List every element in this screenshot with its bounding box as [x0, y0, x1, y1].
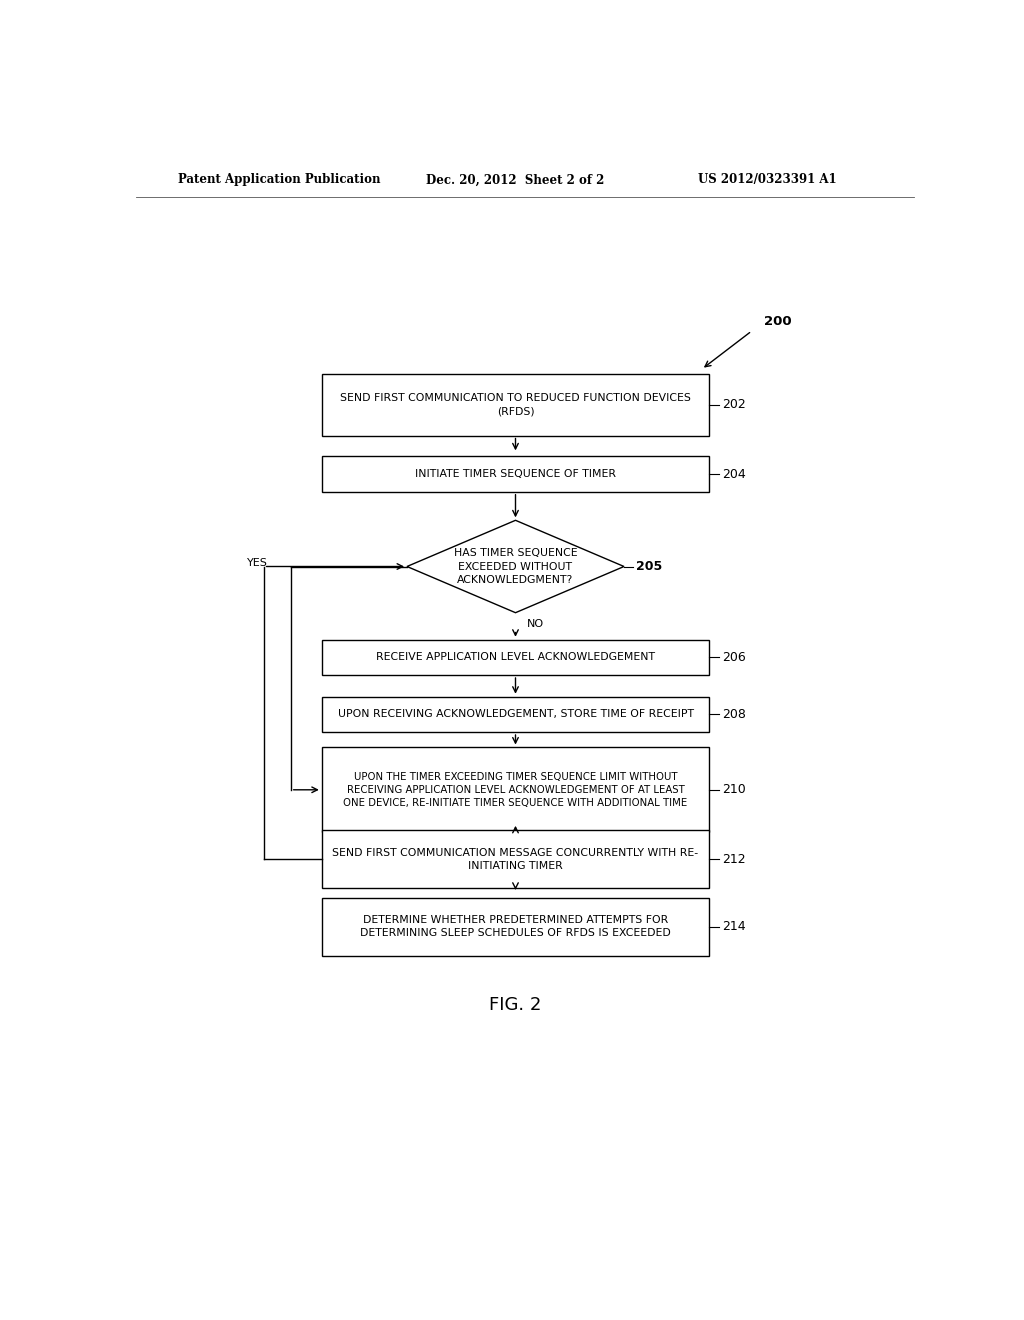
FancyBboxPatch shape	[322, 457, 710, 492]
Text: 212: 212	[722, 853, 745, 866]
Text: US 2012/0323391 A1: US 2012/0323391 A1	[697, 173, 837, 186]
Text: 205: 205	[636, 560, 663, 573]
Text: 206: 206	[722, 651, 745, 664]
FancyBboxPatch shape	[322, 747, 710, 832]
Text: Patent Application Publication: Patent Application Publication	[178, 173, 381, 186]
Text: FIG. 2: FIG. 2	[489, 997, 542, 1014]
Text: UPON RECEIVING ACKNOWLEDGEMENT, STORE TIME OF RECEIPT: UPON RECEIVING ACKNOWLEDGEMENT, STORE TI…	[338, 709, 693, 719]
Text: DETERMINE WHETHER PREDETERMINED ATTEMPTS FOR
DETERMINING SLEEP SCHEDULES OF RFDS: DETERMINE WHETHER PREDETERMINED ATTEMPTS…	[360, 915, 671, 939]
Text: Dec. 20, 2012  Sheet 2 of 2: Dec. 20, 2012 Sheet 2 of 2	[426, 173, 605, 186]
Text: YES: YES	[247, 558, 267, 569]
Text: SEND FIRST COMMUNICATION TO REDUCED FUNCTION DEVICES
(RFDS): SEND FIRST COMMUNICATION TO REDUCED FUNC…	[340, 393, 691, 416]
Text: 202: 202	[722, 399, 745, 412]
FancyBboxPatch shape	[322, 374, 710, 436]
Text: 214: 214	[722, 920, 745, 933]
Text: 204: 204	[722, 467, 745, 480]
Text: UPON THE TIMER EXCEEDING TIMER SEQUENCE LIMIT WITHOUT
RECEIVING APPLICATION LEVE: UPON THE TIMER EXCEEDING TIMER SEQUENCE …	[343, 772, 688, 808]
Text: HAS TIMER SEQUENCE
EXCEEDED WITHOUT
ACKNOWLEDGMENT?: HAS TIMER SEQUENCE EXCEEDED WITHOUT ACKN…	[454, 548, 578, 585]
FancyBboxPatch shape	[322, 830, 710, 888]
Polygon shape	[407, 520, 624, 612]
FancyBboxPatch shape	[322, 697, 710, 733]
Text: 208: 208	[722, 708, 745, 721]
Text: NO: NO	[527, 619, 544, 628]
FancyBboxPatch shape	[322, 640, 710, 675]
Text: RECEIVE APPLICATION LEVEL ACKNOWLEDGEMENT: RECEIVE APPLICATION LEVEL ACKNOWLEDGEMEN…	[376, 652, 655, 663]
Text: 200: 200	[764, 315, 792, 329]
Text: SEND FIRST COMMUNICATION MESSAGE CONCURRENTLY WITH RE-
INITIATING TIMER: SEND FIRST COMMUNICATION MESSAGE CONCURR…	[333, 847, 698, 871]
FancyBboxPatch shape	[322, 898, 710, 956]
Text: INITIATE TIMER SEQUENCE OF TIMER: INITIATE TIMER SEQUENCE OF TIMER	[415, 469, 616, 479]
Text: 210: 210	[722, 783, 745, 796]
